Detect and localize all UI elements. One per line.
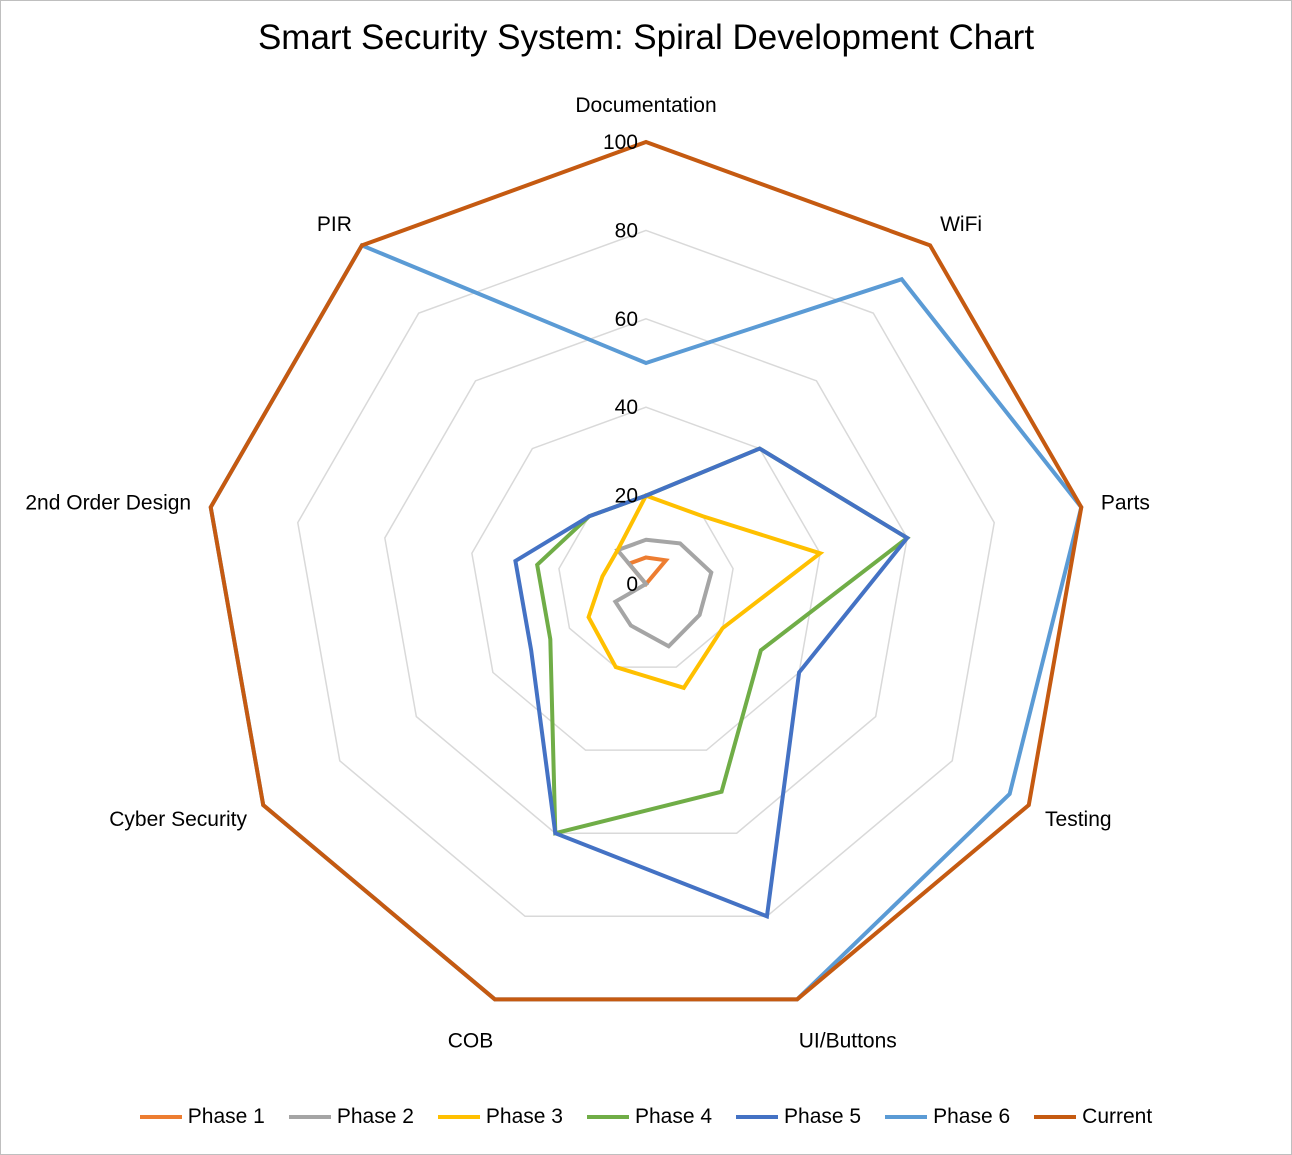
category-label-wifi: WiFi	[940, 213, 982, 236]
series-phase-2	[612, 537, 714, 649]
legend-item-phase-5: Phase 5	[736, 1105, 861, 1129]
category-label-ui-buttons: UI/Buttons	[799, 1030, 897, 1053]
tick-label-20: 20	[615, 485, 638, 508]
category-label-pir: PIR	[317, 213, 352, 236]
legend-swatch	[736, 1115, 779, 1119]
legend-item-phase-1: Phase 1	[139, 1105, 265, 1129]
legend-swatch	[1034, 1115, 1077, 1119]
series-phase-3	[586, 493, 825, 691]
legend-swatch	[288, 1115, 331, 1119]
legend-item-phase-2: Phase 2	[288, 1105, 414, 1129]
legend-label: Phase 4	[634, 1105, 713, 1128]
legend-item-phase-6: Phase 6	[885, 1105, 1010, 1129]
category-label-cyber-security: Cyber Security	[109, 808, 247, 831]
series-phase-5	[513, 446, 911, 920]
chart-title: Smart Security System: Spiral Developmen…	[257, 18, 1035, 57]
tick-label-60: 60	[615, 308, 638, 331]
category-label-testing: Testing	[1045, 808, 1112, 831]
series-phase-6	[208, 242, 1084, 1002]
category-label-parts: Parts	[1101, 491, 1150, 514]
gridline-20	[558, 494, 734, 668]
legend-item-phase-4: Phase 4	[586, 1105, 713, 1129]
gridline-40	[471, 406, 821, 751]
legend-item-phase-3: Phase 3	[437, 1105, 563, 1129]
tick-label-80: 80	[615, 219, 638, 242]
gridline-80	[296, 229, 996, 918]
legend-swatch	[437, 1115, 480, 1119]
legend: Phase 1 Phase 2 Phase 3 Phase 4 Phase 5 Phase…	[0, 1105, 1292, 1129]
legend-swatch	[139, 1115, 182, 1119]
tick-label-100: 100	[603, 131, 638, 154]
category-label-cob: COB	[448, 1030, 494, 1053]
series-layer	[208, 139, 1084, 1002]
legend-label: Phase 1	[187, 1105, 265, 1128]
legend-item-current: Current	[1034, 1105, 1152, 1129]
legend-swatch	[885, 1115, 928, 1119]
category-label-documentation: Documentation	[575, 94, 716, 117]
legend-label: Phase 3	[485, 1105, 563, 1128]
legend-label: Phase 5	[784, 1105, 862, 1128]
tick-label-40: 40	[615, 396, 638, 419]
category-label-2nd-order-design: 2nd Order Design	[25, 491, 191, 514]
tick-label-0: 0	[626, 573, 638, 596]
legend-swatch	[586, 1115, 629, 1119]
legend-label: Phase 2	[336, 1105, 414, 1128]
legend-label: Phase 6	[933, 1105, 1011, 1128]
legend-label: Current	[1082, 1105, 1153, 1128]
label-layer: 0 20 40 60 80 100 Documentation WiFi Parts Testin…	[25, 94, 1150, 1053]
gridline-60	[384, 318, 908, 834]
series-current	[208, 139, 1084, 1002]
